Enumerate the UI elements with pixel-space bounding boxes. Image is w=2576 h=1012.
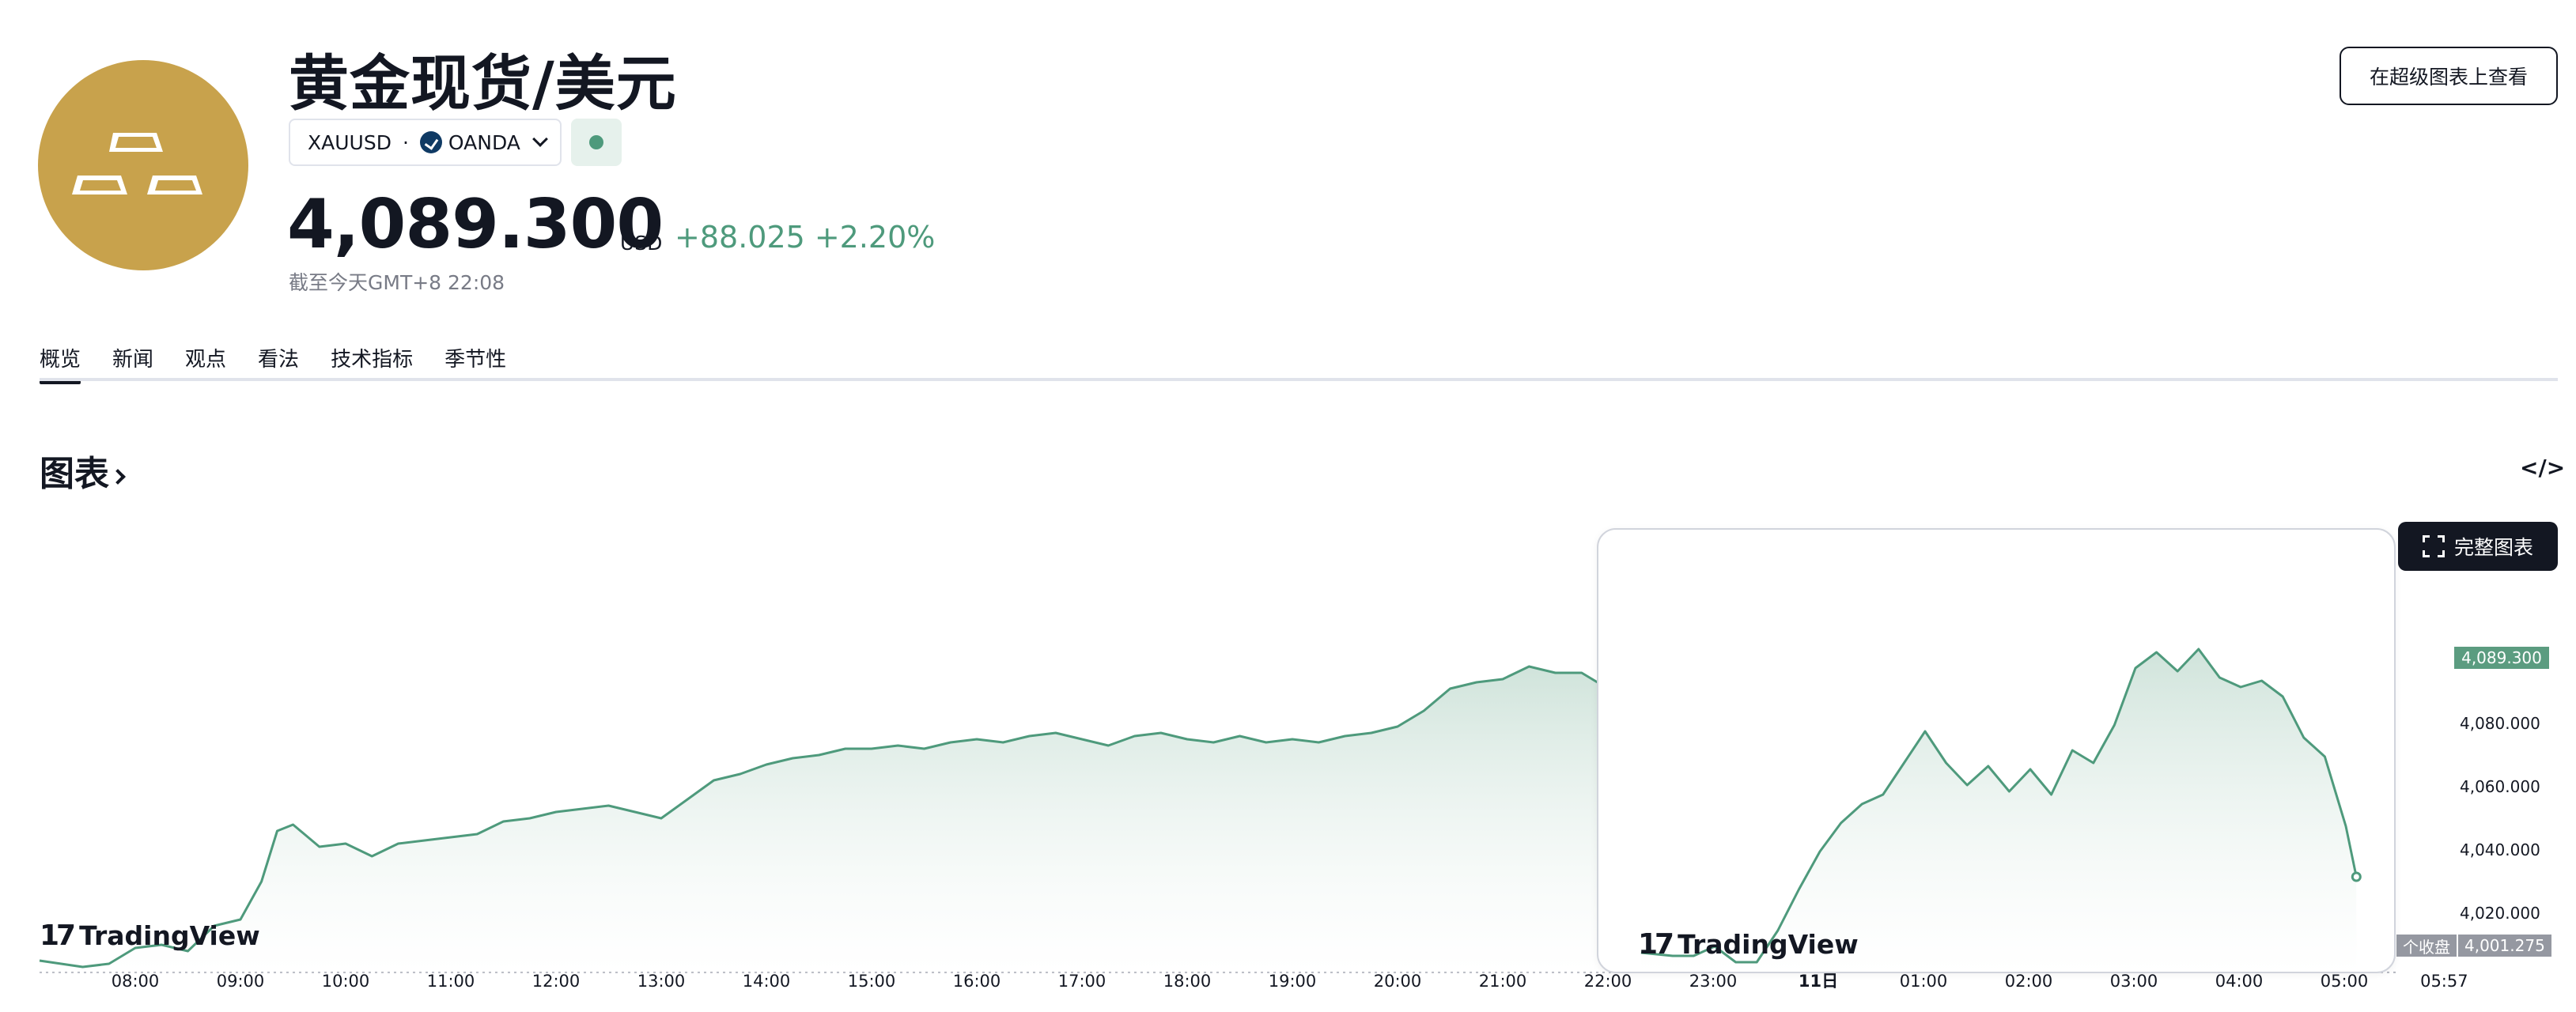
prev-close-tag: 个收盘 4,001.275 (2396, 935, 2551, 957)
x-tick-label: 05:57 (2420, 972, 2468, 991)
x-tick-label: 17:00 (1058, 972, 1106, 991)
main-series-line (39, 665, 1609, 969)
full-chart-label: 完整图表 (2453, 536, 2533, 559)
price-timestamp: 截至今天GMT+8 22:08 (289, 271, 505, 294)
oanda-icon (419, 131, 442, 153)
tab-ideas[interactable]: 观点 (185, 348, 227, 372)
x-tick-label: 09:00 (217, 972, 265, 991)
change-percent: +2.20% (814, 220, 936, 255)
change-absolute: +88.025 (675, 220, 805, 255)
x-tick-label: 04:00 (2215, 972, 2264, 991)
price-change: +88.025 +2.20% (675, 220, 935, 255)
x-tick-label: 02:00 (2005, 972, 2053, 991)
gold-logo (38, 60, 248, 270)
popup-series-area (1640, 649, 2357, 972)
tradingview-watermark-text: TradingView (79, 920, 260, 951)
gold-bars-icon (72, 133, 202, 194)
prev-close-label: 个收盘 (2396, 935, 2457, 957)
exchange-name: OANDA (448, 130, 520, 154)
y-tick-label: 4,040.000 (2460, 840, 2540, 859)
x-tick-label: 05:00 (2321, 972, 2369, 991)
market-status-dot-icon (589, 135, 603, 149)
view-on-supercharts-button[interactable]: 在超级图表上查看 (2340, 47, 2558, 105)
popup-tradingview-watermark-text: TradingView (1678, 929, 1859, 960)
y-tick-label: 4,080.000 (2460, 714, 2540, 733)
last-price-tag: 4,089.300 (2454, 647, 2549, 669)
last-price: 4,089.300 (287, 185, 664, 264)
market-status-badge[interactable] (571, 119, 622, 166)
symbol-separator: · (402, 130, 409, 154)
chart-section-title[interactable]: 图表 (40, 445, 126, 496)
overview-tabs: 概览 新闻 观点 看法 技术指标 季节性 (40, 343, 538, 384)
tradingview-watermark: 17 TradingView (40, 919, 260, 952)
popup-tradingview-logo-icon: 17 (1638, 928, 1674, 961)
chart-zoom-popup: 17 TradingView (1597, 528, 2396, 973)
x-tick-label: 10:00 (322, 972, 370, 991)
popup-price-chart (1640, 648, 2362, 972)
price-currency: USD (620, 232, 663, 255)
x-tick-label: 08:00 (112, 972, 160, 991)
chart-section-label: 图表 (40, 454, 109, 494)
chevron-down-icon (531, 131, 548, 147)
x-tick-label: 23:00 (1689, 972, 1738, 991)
x-tick-label: 16:00 (953, 972, 1001, 991)
popup-series-line (1640, 648, 2358, 964)
x-tick-label: 13:00 (637, 972, 686, 991)
x-tick-label: 15:00 (848, 972, 896, 991)
embed-code-icon[interactable]: </> (2520, 455, 2566, 481)
x-tick-label: 01:00 (1900, 972, 1948, 991)
x-tick-label: 11日 (1799, 972, 1838, 991)
tabs-divider (40, 378, 2558, 381)
popup-tradingview-watermark: 17 TradingView (1638, 928, 1859, 961)
symbol-ticker: XAUUSD (308, 130, 392, 154)
tradingview-logo-icon: 17 (40, 919, 76, 952)
x-tick-label: 14:00 (743, 972, 791, 991)
prev-close-value: 4,001.275 (2458, 935, 2551, 957)
x-tick-label: 12:00 (532, 972, 581, 991)
tab-opinions[interactable]: 看法 (258, 348, 300, 372)
fullscreen-icon (2422, 535, 2445, 557)
x-tick-label: 19:00 (1269, 972, 1317, 991)
x-tick-label: 03:00 (2110, 972, 2158, 991)
x-tick-label: 20:00 (1374, 972, 1422, 991)
x-tick-label: 11:00 (427, 972, 475, 991)
popup-last-point (2351, 871, 2362, 882)
tab-news[interactable]: 新闻 (112, 348, 154, 372)
main-series-area (40, 666, 1608, 972)
chevron-right-icon (110, 469, 126, 485)
y-tick-label: 4,060.000 (2460, 777, 2540, 796)
full-chart-button[interactable]: 完整图表 (2398, 522, 2558, 571)
y-tick-label: 4,020.000 (2460, 904, 2540, 923)
x-tick-label: 18:00 (1163, 972, 1212, 991)
symbol-selector[interactable]: XAUUSD · OANDA (289, 119, 562, 166)
tab-technicals[interactable]: 技术指标 (331, 348, 414, 372)
tab-overview[interactable]: 概览 (40, 343, 81, 384)
x-tick-label: 22:00 (1584, 972, 1632, 991)
page-title: 黄金现货/美元 (289, 48, 677, 119)
x-tick-label: 21:00 (1479, 972, 1527, 991)
tab-seasonals[interactable]: 季节性 (444, 348, 507, 372)
